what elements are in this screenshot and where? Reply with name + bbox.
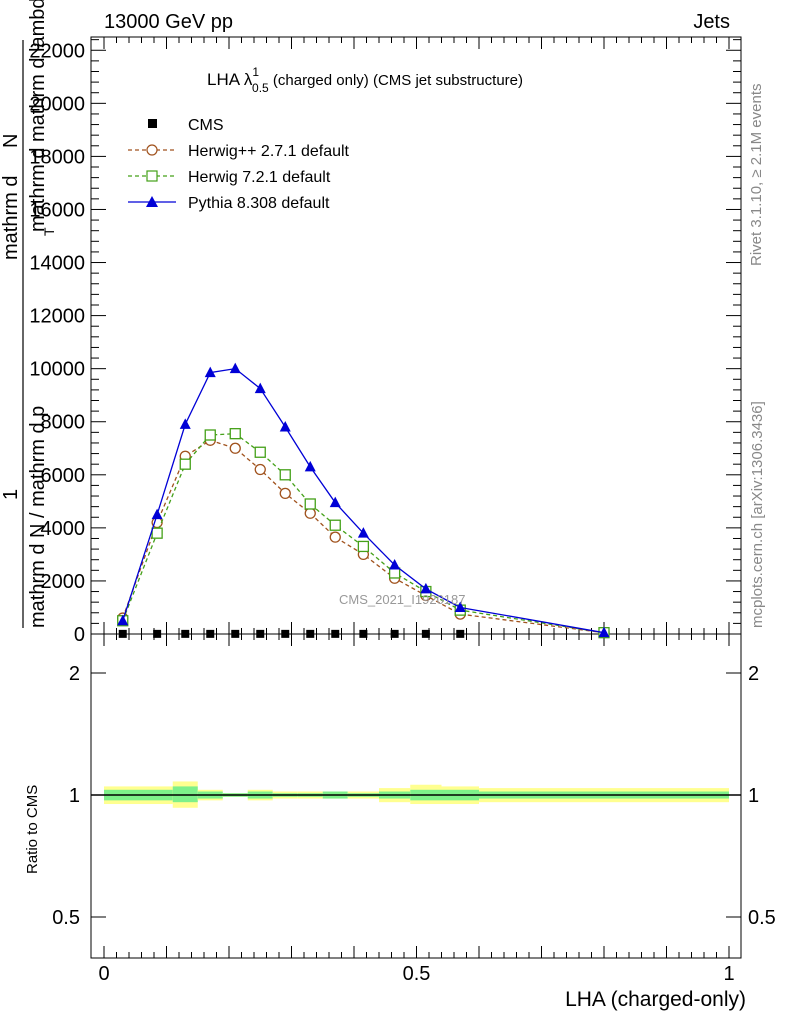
y-tick-label: 12000 xyxy=(29,306,85,328)
data-point xyxy=(151,508,163,520)
data-point xyxy=(279,487,291,500)
data-point xyxy=(329,496,341,508)
data-point xyxy=(204,366,216,378)
y-label-n: N xyxy=(0,134,22,148)
y-tick-label: 6000 xyxy=(41,465,86,487)
y-label-main: mathrm d N / mathrm d p xyxy=(27,406,49,628)
header-energy: 13000 GeV pp xyxy=(104,11,233,33)
data-point xyxy=(390,629,399,638)
ratio-y-tick-label-right: 2 xyxy=(748,663,759,685)
header-process: Jets xyxy=(693,11,730,33)
data-point xyxy=(256,629,265,638)
x-tick-label: 0.5 xyxy=(403,963,431,985)
data-point xyxy=(229,442,241,454)
data-point xyxy=(329,531,341,543)
data-point xyxy=(254,446,266,458)
series-line xyxy=(122,433,605,634)
data-point xyxy=(456,629,465,638)
y-tick-label: 10000 xyxy=(29,359,85,381)
data-point xyxy=(254,463,266,476)
legend-marker-cms xyxy=(148,119,157,128)
data-point xyxy=(389,559,401,570)
data-point xyxy=(359,629,368,638)
analysis-watermark: CMS_2021_I1920187 xyxy=(339,592,466,607)
data-point xyxy=(153,629,162,638)
y-label-rest: mathrm d mathrm d lambda xyxy=(27,0,49,232)
x-tick-label: 0 xyxy=(98,963,109,985)
data-point xyxy=(179,418,191,429)
data-point xyxy=(229,428,241,440)
data-point xyxy=(304,460,316,472)
y-tick-label: 4000 xyxy=(41,518,86,540)
ratio-y-tick-label: 0.5 xyxy=(52,907,80,929)
legend-marker-herwig7 xyxy=(146,170,158,182)
data-point xyxy=(279,421,291,432)
data-point xyxy=(329,519,341,531)
rivet-label: Rivet 3.1.10, ≥ 2.1M events xyxy=(748,84,765,267)
data-point xyxy=(331,629,340,638)
data-point xyxy=(357,540,370,553)
data-point xyxy=(281,629,290,638)
ratio-y-axis-label: Ratio to CMS xyxy=(24,785,41,874)
y-tick-label: 18000 xyxy=(29,146,85,168)
data-point xyxy=(357,527,369,538)
x-ticks: 0 0.5 1 xyxy=(98,37,735,985)
data-point xyxy=(117,614,129,626)
legend-marker-herwigpp xyxy=(146,144,158,156)
legend-label-herwig7: Herwig 7.2.1 default xyxy=(188,169,331,186)
mcplots-label: mcplots.cern.ch [arXiv:1306.3436] xyxy=(749,401,766,628)
ratio-y-tick-label-right: 1 xyxy=(748,785,759,807)
y-tick-label: 8000 xyxy=(41,412,86,434)
data-point xyxy=(254,382,266,394)
data-point xyxy=(204,429,216,441)
data-point xyxy=(181,629,190,638)
data-point xyxy=(304,498,316,510)
title-sub: 0.5 xyxy=(252,81,269,95)
data-point xyxy=(598,626,610,638)
y-tick-label: 14000 xyxy=(29,253,85,275)
x-tick-label: 1 xyxy=(723,963,734,985)
data-point xyxy=(420,582,432,594)
y-tick-label: 16000 xyxy=(29,199,85,221)
y-label-t: T xyxy=(41,227,57,236)
ratio-y-tick-label: 2 xyxy=(69,663,80,685)
y-tick-label: 20000 xyxy=(29,93,85,115)
data-point xyxy=(231,629,240,638)
legend-label-cms: CMS xyxy=(188,117,224,134)
plot-title: LHA λ1 0.5 (charged only) (CMS jet substr… xyxy=(207,65,523,95)
data-point xyxy=(306,629,315,638)
data-point xyxy=(206,629,215,638)
series-layer xyxy=(117,362,610,639)
data-point xyxy=(229,362,241,374)
ratio-y-ticks: 0.5 0.5 1 1 2 2 xyxy=(52,663,776,929)
y-label-top: mathrm d xyxy=(0,176,22,260)
ratio-y-tick-label-right: 0.5 xyxy=(748,907,776,929)
title-sup: 1 xyxy=(252,65,259,79)
main-y-axis-label: 1 mathrm d N mathrm d N / mathrm d p T m… xyxy=(0,0,57,628)
legend: CMS Herwig++ 2.7.1 default Herwig 7.2.1 … xyxy=(128,117,350,212)
y-tick-label: 2000 xyxy=(41,571,86,593)
data-point xyxy=(454,601,466,612)
data-point xyxy=(279,469,291,481)
data-point xyxy=(421,629,430,638)
title-rest: (charged only) (CMS jet substructure) xyxy=(269,72,523,89)
data-point xyxy=(179,458,191,470)
title-main: LHA λ xyxy=(207,70,253,89)
legend-label-herwigpp: Herwig++ 2.7.1 default xyxy=(188,143,350,160)
y-tick-label: 22000 xyxy=(29,40,85,62)
series-line xyxy=(122,367,605,634)
y-tick-label: 0 xyxy=(74,624,85,646)
main-y-ticks: 0 2000 4000 6000 8000 10000 12000 14000 16000 180… xyxy=(29,39,741,646)
legend-marker-pythia xyxy=(146,196,158,207)
y-label-one: 1 xyxy=(0,489,22,500)
legend-label-pythia: Pythia 8.308 default xyxy=(188,195,330,212)
data-point xyxy=(118,629,127,638)
data-point xyxy=(304,507,316,519)
data-point xyxy=(151,527,163,539)
ratio-y-tick-label: 1 xyxy=(69,785,80,807)
x-axis-label: LHA (charged-only) xyxy=(565,988,746,1011)
